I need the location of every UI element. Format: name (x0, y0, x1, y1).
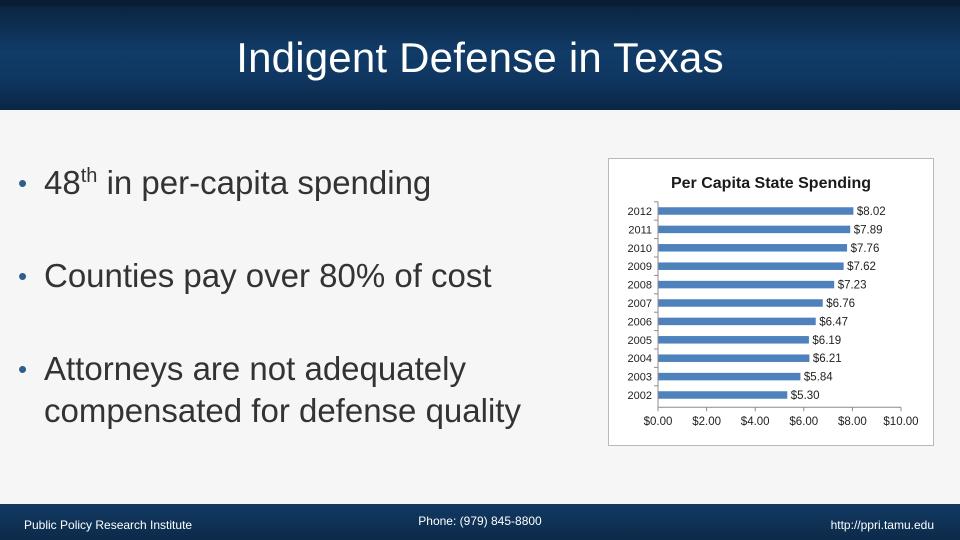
chart-category-label: 2002 (628, 390, 652, 402)
chart-category-label: 2003 (628, 372, 652, 384)
chart-data-label: $5.30 (791, 390, 820, 402)
chart-data-label: $7.76 (851, 243, 880, 255)
chart-bar (658, 207, 854, 215)
chart-bar (658, 225, 851, 234)
chart-title: Per Capita State Spending (671, 175, 871, 192)
bullet-text: Attorneys are not adequately compensated… (44, 350, 521, 429)
chart-data-label: $6.21 (813, 353, 842, 365)
bullet-dot-icon: • (18, 261, 28, 291)
chart-bar (658, 391, 788, 399)
bullet-text: 48th in per-capita spending (44, 162, 584, 204)
spending-chart: Per Capita State Spending 2012 $8.02 2011 $… (608, 158, 934, 446)
chart-data-label: $8.02 (857, 206, 886, 218)
chart-bar (658, 336, 809, 344)
bullet-dot-icon: • (18, 168, 28, 198)
chart-bar (658, 317, 816, 326)
chart-bar (658, 354, 810, 362)
chart-bar (658, 372, 801, 381)
chart-x-tick-label: $8.00 (838, 416, 867, 428)
bullet-text: Counties pay over 80% of cost (44, 257, 492, 294)
chart-category-label: 2010 (628, 243, 652, 255)
chart-bar (658, 280, 835, 289)
footer-phone: Phone: (979) 845-8800 (418, 514, 542, 528)
footer-organization: Public Policy Research Institute (24, 518, 193, 532)
chart-category-label: 2007 (628, 298, 652, 310)
chart-category-label: 2004 (628, 353, 652, 365)
chart-x-tick-label: $2.00 (692, 416, 721, 428)
bullet-dot-icon: • (18, 354, 28, 384)
chart-data-label: $7.23 (838, 280, 867, 292)
chart-x-tick-label: $4.00 (741, 416, 770, 428)
chart-bar (658, 262, 844, 270)
slide-title: Indigent Defense in Texas (236, 34, 724, 81)
chart-x-tick-label: $6.00 (789, 416, 818, 428)
chart-data-label: $6.47 (819, 316, 848, 328)
chart-data-label: $7.62 (847, 261, 876, 273)
bullet-prefix: 48 (44, 164, 81, 201)
chart-bar (658, 299, 823, 307)
chart-svg: Per Capita State Spending 2012 $8.02 2011 $… (628, 175, 919, 428)
chart-x-tick-label: $0.00 (644, 416, 673, 428)
bullet-superscript: th (80, 165, 98, 187)
chart-category-label: 2012 (628, 206, 652, 218)
chart-category-label: 2005 (628, 335, 652, 347)
chart-x-tick-label: $10.00 (883, 416, 918, 428)
chart-data-label: $6.76 (826, 298, 855, 310)
footer-url-link[interactable]: http://ppri.tamu.edu (830, 518, 934, 532)
chart-category-label: 2008 (628, 280, 652, 292)
chart-category-label: 2006 (628, 316, 652, 328)
slide-header: Indigent Defense in Texas (0, 0, 960, 110)
chart-plot-area: 2012 $8.02 2011 $7.89 2010 $7.76 2009 $7.62 2008… (628, 201, 919, 428)
chart-data-label: $5.84 (804, 372, 833, 384)
chart-data-label: $7.89 (854, 224, 883, 236)
chart-data-label: $6.19 (812, 335, 841, 347)
chart-category-label: 2009 (628, 261, 652, 273)
chart-bar (658, 244, 848, 252)
chart-category-label: 2011 (628, 224, 652, 236)
slide-footer: Public Policy Research Institute Phone: … (0, 504, 960, 540)
bullet-suffix: in per-capita spending (97, 164, 432, 201)
